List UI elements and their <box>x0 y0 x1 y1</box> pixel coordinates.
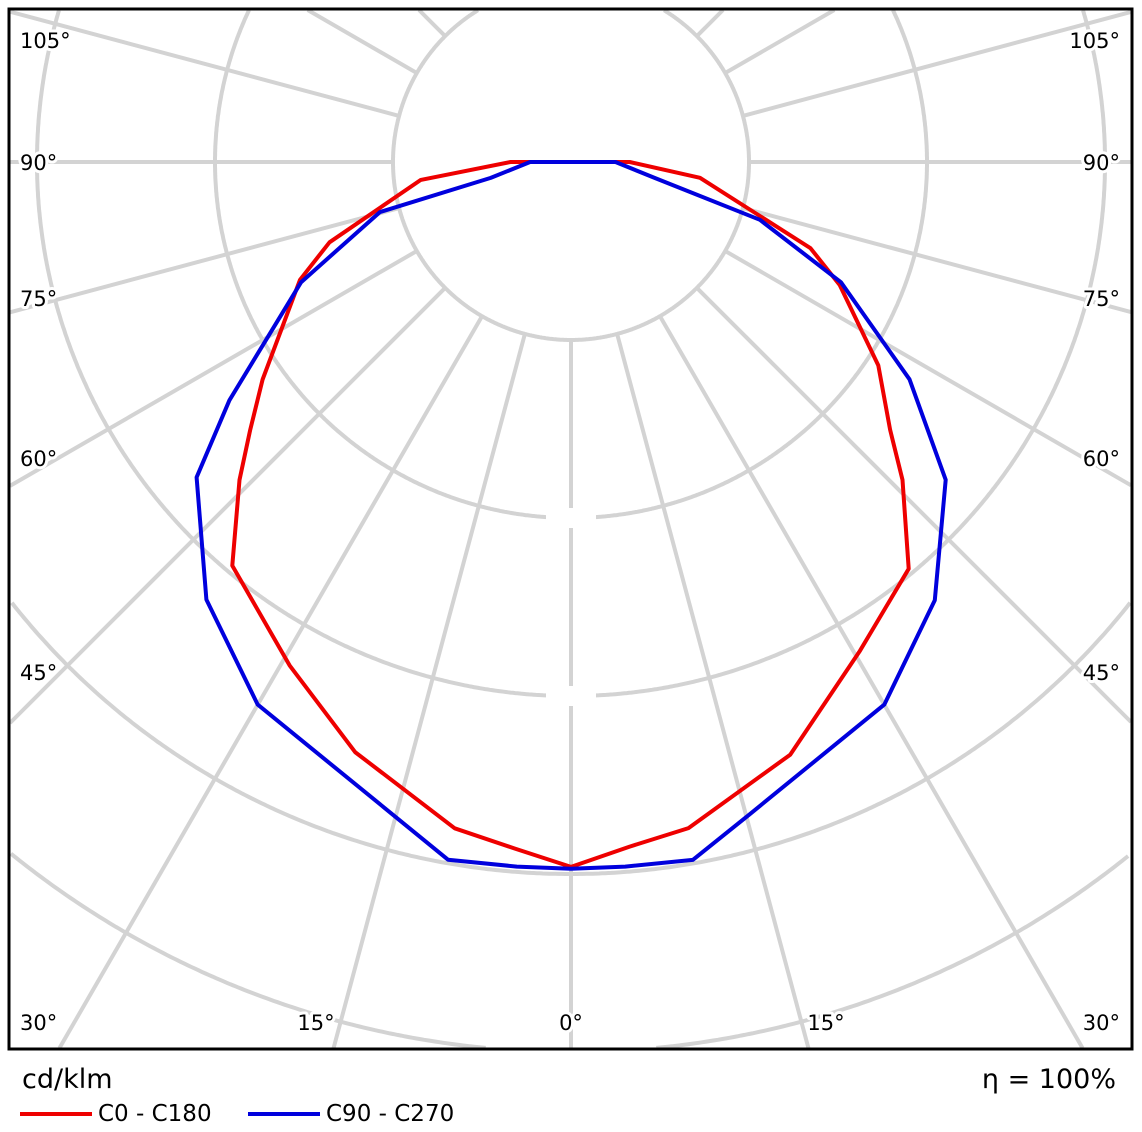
angle-label-right: 75° <box>1083 287 1120 311</box>
grid-spoke <box>8 249 418 488</box>
grid-spoke <box>615 333 811 1049</box>
angle-label-right: 105° <box>1069 29 1120 53</box>
angle-label-bottom: 0° <box>559 1011 583 1035</box>
grid-spoke <box>658 315 1085 1049</box>
grid-ring <box>391 8 751 342</box>
legend-swatch <box>20 1112 92 1116</box>
grid-spoke <box>9 206 400 315</box>
series-curve-C0-C180 <box>230 160 911 869</box>
angle-label-right: 30° <box>1083 1011 1120 1035</box>
angle-label-left: 75° <box>20 287 57 311</box>
grid-spoke <box>724 249 1133 488</box>
ring-gap <box>546 508 596 528</box>
angle-label-left: 60° <box>20 447 57 471</box>
grid-ring <box>10 601 1132 876</box>
ring-gap <box>546 686 596 706</box>
series-curve-C90-C270 <box>194 160 948 871</box>
grid-spoke <box>8 286 447 725</box>
grid-spoke <box>695 8 725 38</box>
angle-label-right: 90° <box>1083 151 1120 175</box>
unit-label: cd/klm <box>22 1064 113 1095</box>
grid <box>8 8 1133 1050</box>
grid-spoke <box>695 286 1133 724</box>
grid-spoke <box>9 9 400 118</box>
legend-swatch <box>248 1112 320 1116</box>
grid-spoke <box>331 333 527 1049</box>
angle-label-left: 30° <box>20 1011 57 1035</box>
efficiency-label: η = 100% <box>981 1064 1116 1095</box>
grid-spoke <box>306 8 418 75</box>
grid-spoke <box>742 9 1132 118</box>
grid-spoke <box>724 8 836 75</box>
legend-label: C90 - C270 <box>326 1101 455 1127</box>
legend-item-c0-c180: C0 - C180 <box>20 1100 212 1128</box>
angle-label-right: 60° <box>1083 447 1120 471</box>
grid-spoke <box>57 315 484 1049</box>
angle-label-left: 45° <box>20 661 57 685</box>
grid-ring <box>35 9 1107 698</box>
angle-label-right: 45° <box>1083 661 1120 685</box>
angle-label-left: 105° <box>20 29 71 53</box>
grid-spoke <box>417 8 447 38</box>
angle-label-bottom: 15° <box>297 1011 334 1035</box>
angle-label-left: 90° <box>20 151 57 175</box>
grid-spoke <box>742 206 1132 315</box>
legend-label: C0 - C180 <box>98 1101 212 1127</box>
plot-frame <box>7 7 1134 1051</box>
legend-item-c90-c270: C90 - C270 <box>248 1100 454 1128</box>
angle-labels: 105° 90° 75° 60° 45° 30° 105° 90° 75° 60° 45° 30° 15… <box>17 26 1123 1038</box>
grid-ring <box>9 852 1130 1050</box>
curves <box>194 160 948 871</box>
angle-label-bottom: 15° <box>807 1011 844 1035</box>
